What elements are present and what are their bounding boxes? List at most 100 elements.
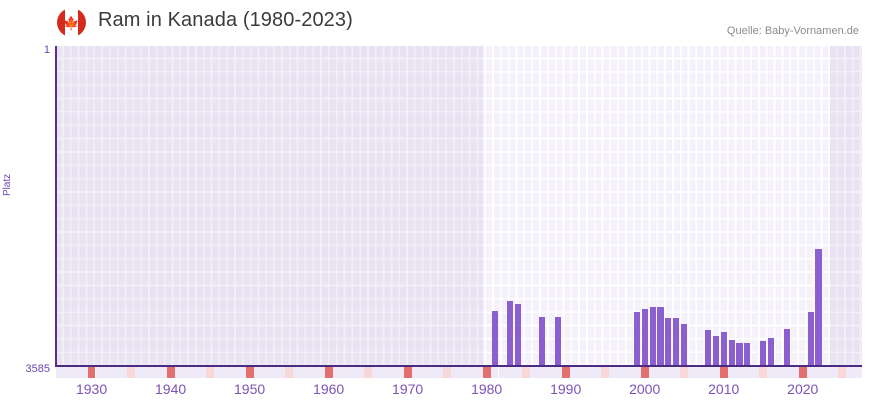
year-tick-marker bbox=[182, 367, 191, 378]
year-tick-marker bbox=[545, 367, 554, 378]
y-tick-label-bottom: 3585 bbox=[25, 363, 50, 375]
year-tick-marker bbox=[293, 367, 301, 378]
bar[interactable] bbox=[641, 309, 648, 366]
bar[interactable] bbox=[720, 331, 727, 366]
year-tick-marker bbox=[632, 367, 641, 378]
bar[interactable] bbox=[704, 330, 711, 366]
maple-leaf-glyph: 🍁 bbox=[63, 15, 80, 30]
year-tick-marker bbox=[95, 367, 104, 378]
bar[interactable] bbox=[768, 338, 775, 366]
bar[interactable] bbox=[807, 312, 814, 366]
x-tick-label: 1940 bbox=[155, 381, 187, 397]
x-tick-label: 1960 bbox=[313, 381, 345, 397]
year-tick-marker bbox=[656, 367, 665, 378]
year-tick-marker bbox=[308, 367, 317, 378]
year-tick-marker bbox=[617, 367, 625, 378]
year-tick-marker bbox=[135, 367, 143, 378]
year-tick-marker bbox=[790, 367, 799, 378]
year-tick-marker bbox=[822, 367, 831, 378]
bar[interactable] bbox=[491, 310, 498, 366]
bar[interactable] bbox=[783, 328, 790, 366]
year-tick-marker bbox=[451, 367, 459, 378]
year-tick-marker bbox=[474, 367, 483, 378]
year-tick-marker bbox=[648, 367, 657, 378]
y-axis-bottom-tick: 3585 bbox=[0, 359, 50, 375]
year-tick-marker bbox=[830, 367, 839, 378]
year-tick-marker bbox=[743, 367, 752, 378]
decade-tick-marker bbox=[403, 367, 412, 378]
year-tick-marker bbox=[372, 367, 380, 378]
year-tick-marker bbox=[316, 367, 325, 378]
decade-tick-marker bbox=[166, 367, 175, 378]
vertical-gridlines bbox=[56, 46, 862, 366]
year-tick-marker bbox=[696, 367, 704, 378]
page-title: Ram in Kanada (1980-2023) bbox=[98, 9, 353, 31]
year-tick-marker bbox=[158, 367, 167, 378]
bar[interactable] bbox=[515, 304, 522, 366]
year-tick-marker bbox=[601, 367, 610, 378]
year-tick-marker bbox=[300, 367, 309, 378]
x-tick-label: 2010 bbox=[708, 381, 740, 397]
horizontal-gridlines bbox=[56, 46, 862, 366]
bar[interactable] bbox=[728, 339, 735, 366]
bar[interactable] bbox=[554, 317, 561, 366]
year-tick-marker bbox=[553, 367, 562, 378]
year-tick-marker bbox=[285, 367, 294, 378]
bar[interactable] bbox=[538, 317, 545, 366]
flag-left-band bbox=[57, 8, 65, 37]
x-tick-label: 2000 bbox=[629, 381, 661, 397]
bar[interactable] bbox=[649, 306, 656, 366]
year-tick-marker bbox=[530, 367, 538, 378]
year-tick-marker bbox=[514, 367, 523, 378]
year-tick-marker bbox=[593, 367, 602, 378]
year-tick-marker bbox=[198, 367, 207, 378]
year-tick-marker bbox=[767, 367, 776, 378]
bar[interactable] bbox=[681, 323, 688, 366]
year-tick-marker bbox=[127, 367, 135, 378]
bar[interactable] bbox=[760, 340, 767, 366]
year-tick-marker bbox=[846, 367, 855, 378]
year-tick-marker bbox=[727, 367, 736, 378]
year-tick-marker bbox=[111, 367, 120, 378]
year-tick-marker bbox=[229, 367, 238, 378]
bar[interactable] bbox=[673, 318, 680, 366]
bar[interactable] bbox=[633, 312, 640, 366]
decade-tick-marker bbox=[87, 367, 96, 378]
year-tick-marker bbox=[538, 367, 546, 378]
bar[interactable] bbox=[712, 335, 719, 366]
year-tick-marker bbox=[142, 367, 151, 378]
year-tick-marker bbox=[688, 367, 697, 378]
year-tick-marker bbox=[759, 367, 768, 378]
year-tick-marker bbox=[150, 367, 159, 378]
year-tick-marker bbox=[79, 367, 88, 378]
bar[interactable] bbox=[507, 300, 514, 366]
year-tick-marker bbox=[364, 367, 373, 378]
chart-header: 🍁 Ram in Kanada (1980-2023) Quelle: Baby… bbox=[0, 0, 873, 44]
year-tick-marker bbox=[711, 367, 720, 378]
decade-tick-marker bbox=[482, 367, 491, 378]
bar[interactable] bbox=[815, 249, 822, 366]
x-tick-label: 1980 bbox=[471, 381, 503, 397]
source-attribution: Quelle: Baby-Vornamen.de bbox=[726, 25, 859, 37]
bar[interactable] bbox=[736, 342, 743, 366]
y-axis-line bbox=[55, 46, 57, 367]
year-tick-marker bbox=[585, 367, 594, 378]
year-tick-marker bbox=[340, 367, 349, 378]
bar[interactable] bbox=[744, 343, 751, 366]
year-tick-marker bbox=[119, 367, 128, 378]
year-tick-marker bbox=[277, 367, 286, 378]
decade-tick-marker bbox=[798, 367, 807, 378]
year-tick-marker bbox=[103, 367, 112, 378]
bar[interactable] bbox=[665, 318, 672, 366]
year-tick-marker bbox=[751, 367, 760, 378]
year-tick-marker bbox=[703, 367, 712, 378]
year-tick-marker bbox=[609, 367, 618, 378]
year-tick-marker bbox=[332, 367, 341, 378]
bar[interactable] bbox=[657, 306, 664, 366]
year-tick-marker bbox=[356, 367, 365, 378]
year-tick-marker bbox=[854, 367, 862, 378]
year-tick-marker bbox=[253, 367, 262, 378]
year-tick-marker bbox=[443, 367, 452, 378]
year-tick-marker bbox=[221, 367, 230, 378]
